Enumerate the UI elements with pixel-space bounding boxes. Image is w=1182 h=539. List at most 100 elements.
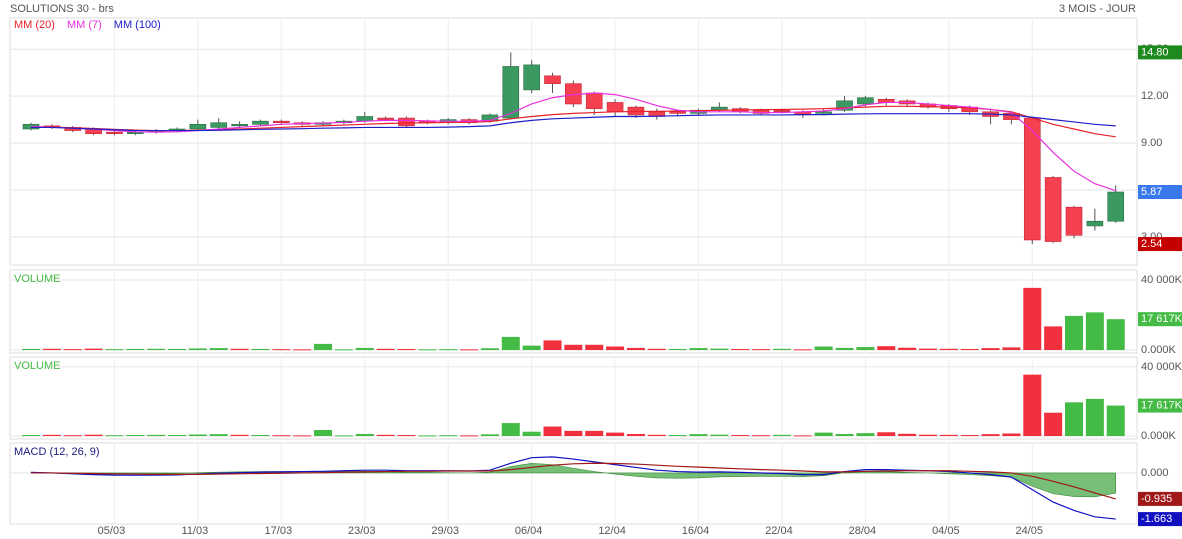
volume-bar [501,336,520,351]
x-tick-label: 05/03 [98,525,126,537]
candle-body [1107,191,1125,222]
panel-title: MACD (12, 26, 9) [14,446,100,458]
value-tag-label: 2.54 [1141,238,1162,250]
volume-bar [168,348,187,351]
panel-frame [9,17,1138,266]
candle-body [210,122,228,128]
x-tick-label: 22/04 [765,525,793,537]
candle-body [502,66,520,119]
volume-bar [835,347,854,351]
volume-bar [126,348,145,351]
candle-body [377,117,394,120]
volume-bar [564,344,583,351]
legend-entry: MM (7) [67,19,102,31]
volume-bar [1044,412,1063,437]
x-tick-label: 28/04 [849,525,877,537]
macd-line [31,462,1116,500]
y-tick-label: 40 000K [1141,361,1182,373]
candle-body [1065,206,1083,236]
y-tick-label: 9.00 [1141,137,1162,149]
panel-frame [9,356,1138,440]
volume-bar [1085,398,1104,437]
x-tick-label: 23/03 [348,525,376,537]
panel-frame [9,269,1138,354]
legend-entry: MM (20) [14,19,55,31]
volume-bar [898,433,917,437]
volume-bar [918,348,937,351]
volume-bar [752,435,771,437]
volume-bar [334,435,353,437]
candle-body [398,117,415,127]
volume-bar [626,433,645,437]
volume-bar [814,346,833,351]
volume-bar [230,434,249,437]
candle-body [189,124,207,130]
volume-bar [63,435,82,437]
volume-bar [460,349,479,351]
panel-title: VOLUME [14,360,60,372]
volume-bar [647,434,666,437]
volume-bar [480,434,499,437]
volume-bar [147,434,166,437]
volume-bar [877,346,896,351]
volume-bar [1106,405,1125,437]
volume-bar [981,348,1000,351]
candle-body [1086,220,1104,227]
x-tick-label: 29/03 [431,525,459,537]
value-tag-label: 14.80 [1141,46,1169,58]
volume-bar [1065,402,1083,437]
volume-bar [314,343,333,351]
volume-bar [856,347,875,351]
volume-bar [918,434,937,437]
x-tick-label: 24/05 [1016,525,1044,537]
volume-bar [898,347,917,351]
volume-bar [585,344,604,351]
value-tag [1138,512,1182,527]
volume-bar [1085,312,1104,351]
value-tag-label: -1.663 [1141,513,1172,525]
volume-bar [939,434,958,437]
volume-bar [710,348,729,351]
volume-bar [626,347,645,351]
volume-bar [418,349,437,351]
value-tag [1138,398,1182,413]
value-tag-label: 5.87 [1141,186,1162,198]
volume-bar [105,435,124,437]
volume-bar [1002,347,1021,351]
x-tick-label: 16/04 [682,525,710,537]
candle-body [273,120,290,124]
x-tick-label: 04/05 [932,525,960,537]
volume-bar [647,348,666,351]
candle-body [252,120,269,125]
volume-bar [793,435,812,437]
panel-frame [9,442,1138,525]
candle-body [106,131,123,134]
y-tick-label: 12.00 [1141,90,1169,102]
x-tick-label: 06/04 [515,525,543,537]
volume-bar [314,430,333,437]
volume-bar [480,348,499,351]
candle-body [836,100,853,111]
volume-bar [981,434,1000,437]
value-tag-label: 17 617K [1141,399,1182,411]
volume-bar [397,348,416,351]
volume-bar [564,430,583,437]
volume-bar [22,435,40,437]
volume-bar [731,348,750,351]
volume-bar [293,349,312,351]
chart-title: SOLUTIONS 30 - brs [10,3,114,15]
moving-average [30,105,1116,138]
volume-bar [84,348,103,351]
macd-line [30,456,1116,520]
volume-bar [188,434,207,437]
x-tick-label: 17/03 [265,525,293,537]
volume-bar [960,435,979,437]
volume-bar [689,348,708,351]
volume-bar [251,435,270,437]
volume-bar [543,340,562,351]
candle-body [669,111,686,114]
volume-bar [522,431,541,437]
volume-bar [376,348,395,351]
panel-title: VOLUME [14,273,60,285]
